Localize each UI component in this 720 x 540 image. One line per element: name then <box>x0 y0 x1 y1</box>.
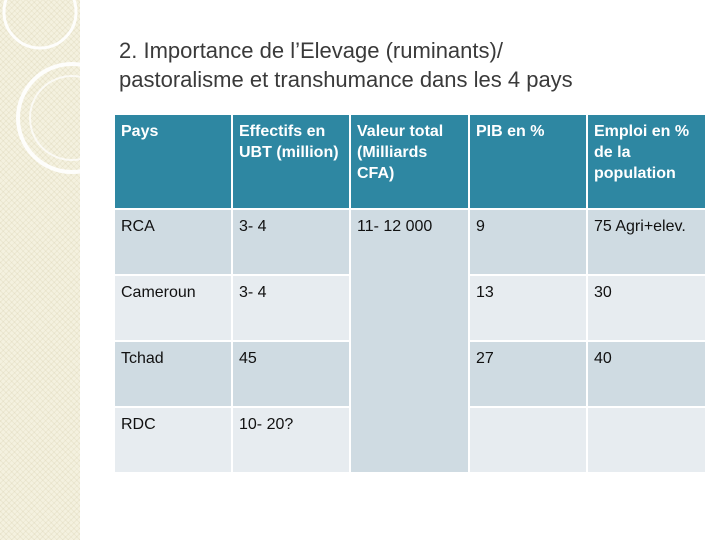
cell-pays: RCA <box>113 208 233 276</box>
cell-emploi: 40 <box>586 340 707 408</box>
cell-pib: 13 <box>468 274 588 342</box>
cell-effectifs: 10- 20? <box>231 406 351 474</box>
cell-pib: 9 <box>468 208 588 276</box>
slide-title-line-2: pastoralisme et transhumance dans les 4 … <box>119 67 573 92</box>
cell-pib <box>468 406 588 474</box>
cell-effectifs: 45 <box>231 340 351 408</box>
slide-title: 2. Importance de l’Elevage (ruminants)/ … <box>119 36 699 94</box>
header-effectifs: Effectifs en UBT (million) <box>231 113 351 210</box>
cell-valeur-total-merged: 11- 12 000 <box>349 208 470 474</box>
header-valeur-total: Valeur total (Milliards CFA) <box>349 113 470 210</box>
cell-pays: RDC <box>113 406 233 474</box>
livestock-table: Pays Effectifs en UBT (million) Valeur t… <box>113 113 707 474</box>
cell-emploi: 75 Agri+elev. <box>586 208 707 276</box>
table-row: RDC 10- 20? <box>113 406 707 474</box>
cell-effectifs: 3- 4 <box>231 274 351 342</box>
decorative-circles <box>2 0 128 174</box>
header-pib: PIB en % <box>468 113 588 210</box>
cell-effectifs: 3- 4 <box>231 208 351 276</box>
cell-pays: Cameroun <box>113 274 233 342</box>
cell-pays: Tchad <box>113 340 233 408</box>
table-row: Tchad 45 27 40 <box>113 340 707 408</box>
table-row: Cameroun 3- 4 13 30 <box>113 274 707 342</box>
slide-title-line-1: 2. Importance de l’Elevage (ruminants)/ <box>119 38 503 63</box>
header-pays: Pays <box>113 113 233 210</box>
header-emploi: Emploi en % de la population <box>586 113 707 210</box>
table-header-row: Pays Effectifs en UBT (million) Valeur t… <box>113 113 707 210</box>
cell-emploi: 30 <box>586 274 707 342</box>
table-row: RCA 3- 4 11- 12 000 9 75 Agri+elev. <box>113 208 707 474</box>
cell-emploi <box>586 406 707 474</box>
cell-pib: 27 <box>468 340 588 408</box>
